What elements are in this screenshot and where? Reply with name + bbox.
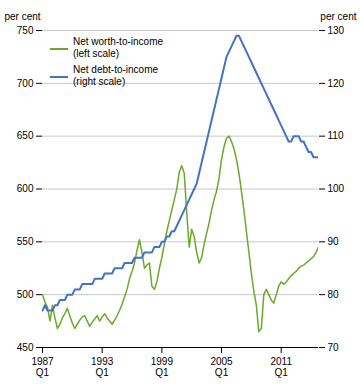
svg-text:2011Q1: 2011Q1 <box>270 356 292 379</box>
html-text:Net debt-to-income (right scal: Net debt-to-income (right scale) <box>73 64 158 87</box>
svg-text:100: 100 <box>328 183 345 194</box>
svg-text:550: 550 <box>17 236 34 247</box>
svg-text:2005Q1: 2005Q1 <box>210 356 233 379</box>
svg-text:80: 80 <box>328 289 340 300</box>
svg-text:per cent: per cent <box>5 11 41 22</box>
svg-text:120: 120 <box>328 78 345 89</box>
svg-text:70: 70 <box>328 342 340 353</box>
svg-text:500: 500 <box>17 289 34 300</box>
html-text:Net worth-to-income (left scal: Net worth-to-income (left scale) <box>73 36 163 59</box>
svg-text:1987Q1: 1987Q1 <box>31 356 54 379</box>
svg-text:450: 450 <box>17 342 34 353</box>
svg-text:750: 750 <box>17 25 34 36</box>
svg-text:130: 130 <box>328 25 345 36</box>
svg-text:1999Q1: 1999Q1 <box>151 356 174 379</box>
svg-text:90: 90 <box>328 236 340 247</box>
svg-text:600: 600 <box>17 183 34 194</box>
svg-text:650: 650 <box>17 130 34 141</box>
svg-text:700: 700 <box>17 78 34 89</box>
svg-text:per cent: per cent <box>320 11 356 22</box>
svg-text:1993Q1: 1993Q1 <box>91 356 114 379</box>
svg-text:110: 110 <box>328 130 344 141</box>
